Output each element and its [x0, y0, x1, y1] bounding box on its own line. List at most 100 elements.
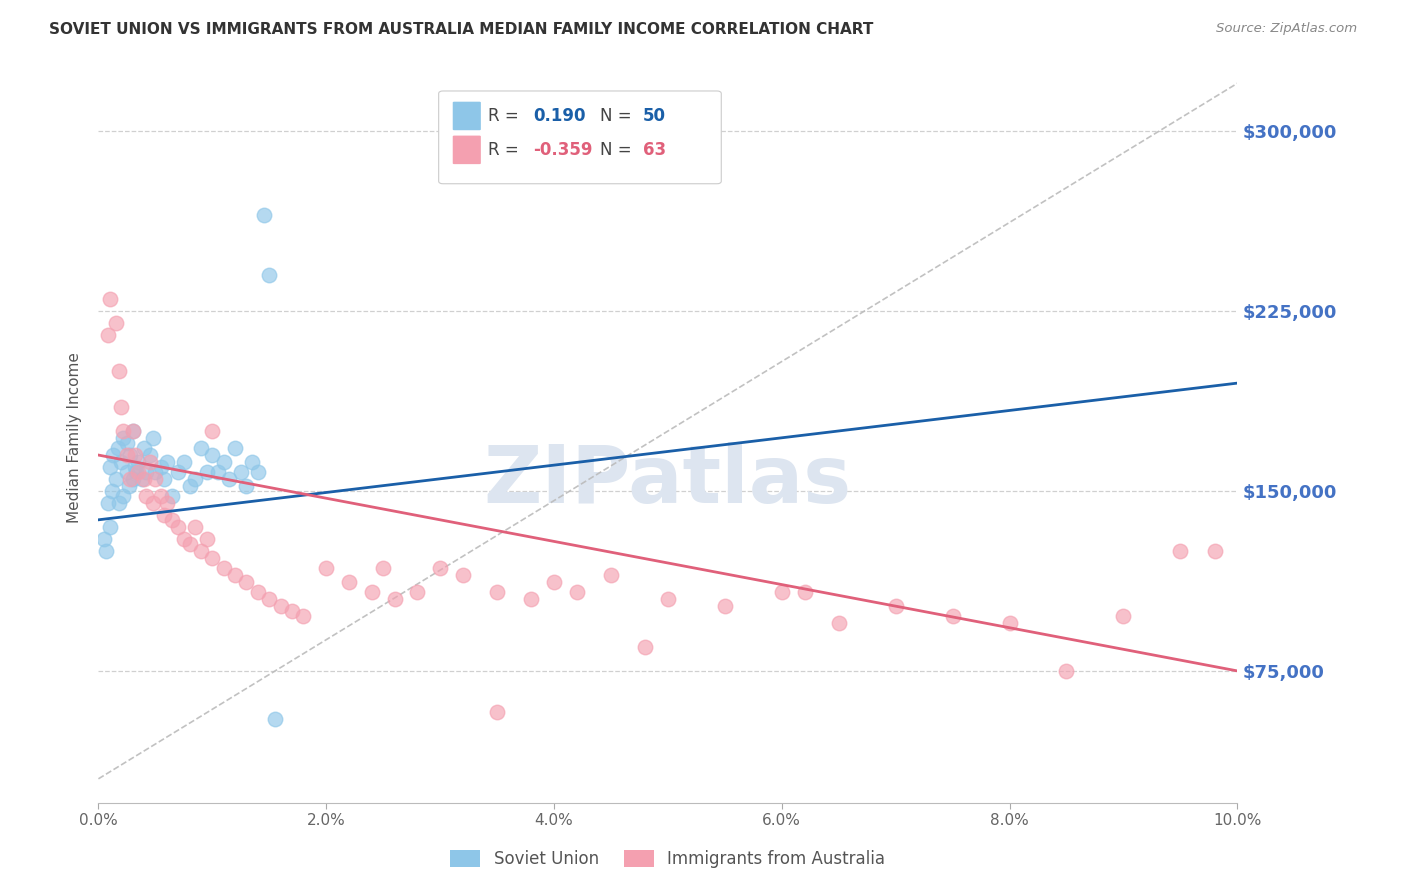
- Point: [207, 465, 229, 479]
- Point: [121, 424, 143, 438]
- Text: -0.359: -0.359: [533, 141, 592, 159]
- Point: [770, 584, 793, 599]
- Point: [201, 448, 224, 462]
- Point: [115, 436, 138, 450]
- Point: [184, 472, 207, 486]
- Point: [108, 496, 131, 510]
- Point: [315, 561, 337, 575]
- Text: Source: ZipAtlas.com: Source: ZipAtlas.com: [1216, 22, 1357, 36]
- Point: [337, 575, 360, 590]
- Point: [98, 520, 121, 534]
- Point: [101, 483, 124, 498]
- Point: [145, 465, 167, 479]
- Point: [124, 460, 146, 475]
- Point: [127, 455, 149, 469]
- Point: [486, 705, 509, 719]
- Point: [156, 455, 179, 469]
- Point: [998, 615, 1021, 630]
- Point: [218, 472, 240, 486]
- Point: [240, 455, 263, 469]
- Point: [124, 448, 146, 462]
- Point: [162, 513, 184, 527]
- Point: [229, 465, 252, 479]
- Point: [828, 615, 851, 630]
- Point: [942, 608, 965, 623]
- Point: [103, 448, 125, 462]
- Point: [565, 584, 588, 599]
- Point: [125, 465, 148, 479]
- Point: [138, 455, 160, 469]
- Point: [150, 460, 173, 475]
- Point: [115, 448, 138, 462]
- Text: N =: N =: [600, 107, 637, 125]
- Point: [184, 520, 207, 534]
- Point: [212, 455, 235, 469]
- Point: [634, 640, 657, 654]
- Point: [167, 520, 190, 534]
- Point: [235, 575, 257, 590]
- Point: [384, 591, 406, 606]
- Point: [150, 489, 173, 503]
- Text: R =: R =: [488, 107, 524, 125]
- Point: [235, 479, 257, 493]
- Point: [520, 591, 543, 606]
- Point: [98, 292, 121, 306]
- Point: [93, 532, 115, 546]
- Point: [115, 465, 138, 479]
- Point: [120, 472, 142, 486]
- Point: [486, 584, 509, 599]
- Point: [429, 561, 451, 575]
- Point: [714, 599, 737, 614]
- Point: [1056, 664, 1078, 678]
- Point: [600, 568, 623, 582]
- Point: [167, 465, 190, 479]
- Point: [107, 441, 129, 455]
- Point: [135, 465, 157, 479]
- Point: [793, 584, 815, 599]
- Point: [112, 431, 135, 445]
- Point: [112, 424, 135, 438]
- Point: [135, 489, 157, 503]
- Point: [371, 561, 394, 575]
- Point: [104, 472, 127, 486]
- Point: [259, 268, 281, 283]
- Point: [212, 561, 235, 575]
- Legend: Soviet Union, Immigrants from Australia: Soviet Union, Immigrants from Australia: [444, 844, 891, 875]
- Text: SOVIET UNION VS IMMIGRANTS FROM AUSTRALIA MEDIAN FAMILY INCOME CORRELATION CHART: SOVIET UNION VS IMMIGRANTS FROM AUSTRALI…: [49, 22, 873, 37]
- Point: [543, 575, 565, 590]
- Point: [270, 599, 292, 614]
- Point: [132, 472, 155, 486]
- Point: [259, 591, 281, 606]
- Point: [246, 584, 269, 599]
- Point: [252, 208, 274, 222]
- Point: [657, 591, 679, 606]
- Point: [132, 441, 155, 455]
- Text: ZIPatlas: ZIPatlas: [484, 442, 852, 520]
- Point: [1112, 608, 1135, 623]
- Point: [145, 472, 167, 486]
- Point: [264, 712, 287, 726]
- Point: [142, 431, 165, 445]
- Point: [201, 424, 224, 438]
- Point: [224, 568, 246, 582]
- Point: [281, 604, 304, 618]
- Point: [156, 496, 179, 510]
- Point: [1204, 544, 1226, 558]
- Point: [162, 489, 184, 503]
- Point: [108, 364, 131, 378]
- Point: [120, 448, 142, 462]
- Point: [121, 472, 143, 486]
- Text: 50: 50: [643, 107, 665, 125]
- Point: [131, 472, 153, 486]
- Point: [96, 544, 118, 558]
- Text: R =: R =: [488, 141, 524, 159]
- Point: [195, 532, 218, 546]
- Point: [173, 532, 195, 546]
- Point: [224, 441, 246, 455]
- Point: [96, 496, 118, 510]
- Point: [179, 479, 201, 493]
- Point: [292, 608, 315, 623]
- Point: [190, 441, 212, 455]
- Point: [98, 460, 121, 475]
- Point: [110, 400, 132, 414]
